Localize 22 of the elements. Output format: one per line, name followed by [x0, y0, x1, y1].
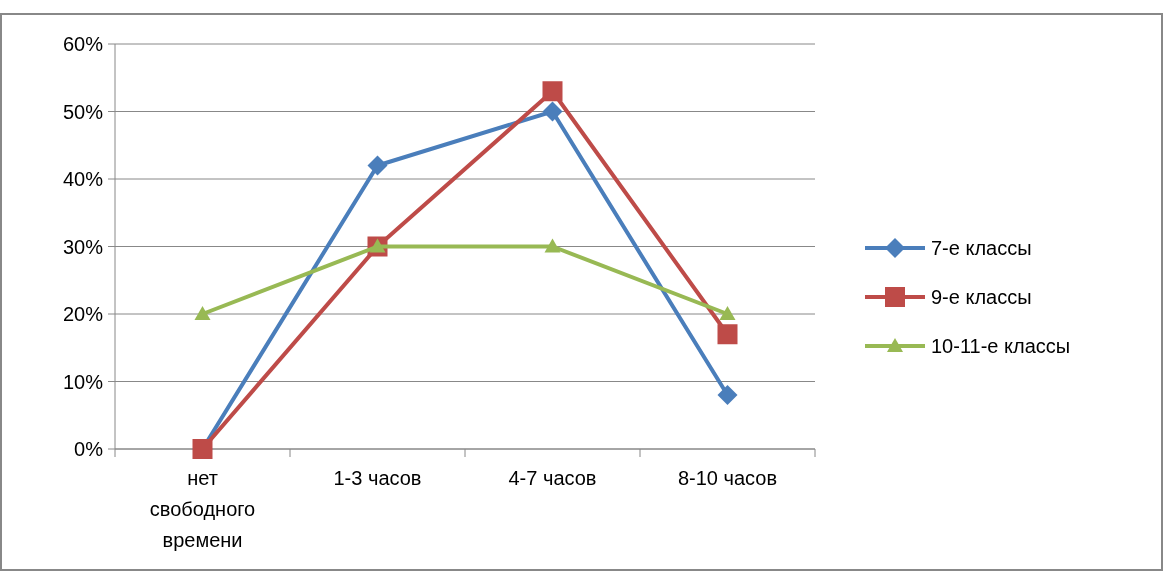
y-tick-label: 60%: [62, 33, 104, 55]
x-tick-label: 1-3 часов: [333, 467, 422, 489]
legend-label: 7-е классы: [931, 237, 1032, 259]
point: [194, 306, 211, 320]
point: [542, 81, 563, 102]
point: [367, 155, 388, 176]
point: [544, 238, 561, 253]
x-tick-label: нет свободного времени: [149, 467, 256, 551]
y-tick-label: 10%: [62, 370, 104, 393]
point: [542, 101, 563, 122]
x-tick-label: 8-10 часов: [677, 467, 778, 489]
x-tick-label: 4-7 часов: [508, 467, 597, 489]
point: [717, 385, 738, 405]
point: [717, 324, 738, 345]
y-tick-label: 0%: [74, 438, 104, 460]
y-tick-label: 30%: [62, 235, 104, 258]
legend-label: 10-11-е классы: [931, 335, 1071, 357]
y-tick-label: 20%: [62, 303, 104, 325]
legend-label: 9-е классы: [931, 286, 1032, 308]
point: [719, 306, 736, 320]
y-tick-label: 40%: [62, 168, 104, 190]
y-tick-label: 50%: [62, 100, 104, 123]
